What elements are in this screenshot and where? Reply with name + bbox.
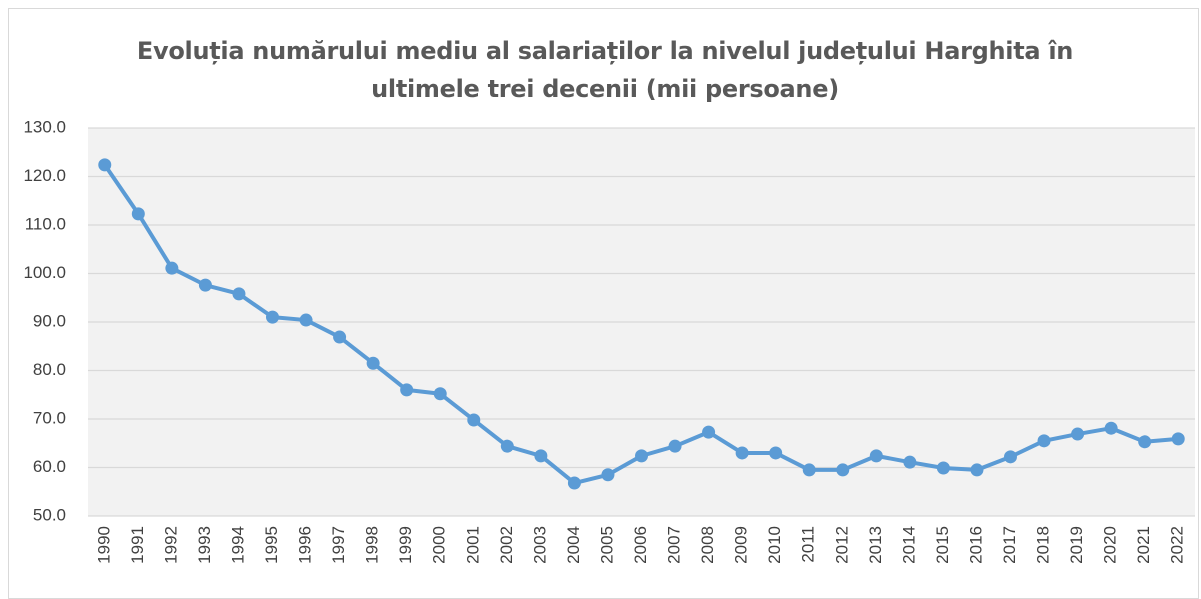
data-point [836,463,850,477]
x-tick-label: 2002 [497,526,516,564]
x-tick-label: 1999 [396,526,415,564]
x-tick-label: 2001 [463,526,482,564]
data-point [534,449,548,463]
y-tick-label: 120.0 [23,166,66,185]
data-point [433,387,447,401]
x-tick-label: 1994 [228,526,247,564]
x-tick-label: 2008 [698,526,717,564]
data-point [1071,427,1085,441]
x-tick-label: 2004 [564,526,583,564]
y-tick-label: 80.0 [33,360,66,379]
y-tick-label: 50.0 [33,505,66,524]
data-point [266,310,279,324]
data-point [1104,421,1118,435]
y-tick-label: 60.0 [33,457,66,476]
x-tick-label: 2009 [732,526,751,564]
data-point [400,383,414,397]
data-point [1138,435,1152,449]
x-tick-label: 2019 [1067,526,1086,564]
x-tick-label: 2003 [530,526,549,564]
data-point [333,330,347,344]
x-tick-label: 2016 [966,526,985,564]
x-tick-label: 2020 [1101,526,1120,564]
data-point [869,449,883,463]
x-tick-label: 1996 [296,526,315,564]
x-tick-label: 1991 [128,526,147,564]
y-tick-label: 90.0 [33,311,66,330]
y-tick-label: 130.0 [23,117,66,136]
x-tick-label: 2005 [597,526,616,564]
x-tick-label: 2006 [631,526,650,564]
x-tick-label: 2000 [430,526,449,564]
x-tick-label: 2014 [899,526,918,564]
x-tick-label: 2017 [1000,526,1019,564]
x-tick-label: 1992 [161,526,180,564]
data-point [467,413,481,427]
y-tick-label: 100.0 [23,263,66,282]
data-point [735,446,749,460]
data-point [366,356,380,370]
x-tick-label: 2013 [866,526,885,564]
data-point [567,476,581,490]
x-tick-label: 1995 [262,526,281,564]
x-tick-label: 1997 [329,526,348,564]
data-point [232,287,246,301]
x-tick-label: 2011 [799,526,818,563]
data-point [769,446,783,460]
data-point [635,449,648,463]
data-point [1004,450,1017,464]
x-tick-label: 1990 [94,526,113,564]
data-point [198,278,212,292]
data-point [601,468,615,482]
data-point [668,439,682,453]
data-point [131,207,145,221]
data-point [165,261,179,275]
y-tick-label: 110.0 [25,214,66,233]
x-tick-label: 2012 [832,526,851,564]
x-tick-label: 1998 [363,526,382,564]
data-point [1037,434,1051,448]
x-tick-label: 2022 [1168,526,1187,564]
data-point [1171,432,1185,446]
data-point [970,463,984,477]
data-point [903,455,917,469]
x-tick-label: 2018 [1034,526,1053,564]
x-tick-label: 1993 [195,526,214,564]
data-point [936,461,950,475]
data-point [702,425,716,439]
x-tick-label: 2010 [765,526,784,564]
data-point [299,313,313,327]
data-point [802,463,816,477]
data-point [500,439,514,453]
chart-title: Evoluția numărului mediu al salariaților… [136,37,1074,103]
x-tick-label: 2015 [933,526,952,564]
x-tick-label: 2021 [1134,526,1153,564]
data-point [98,158,112,172]
y-tick-label: 70.0 [33,408,66,427]
x-tick-label: 2007 [665,526,684,564]
